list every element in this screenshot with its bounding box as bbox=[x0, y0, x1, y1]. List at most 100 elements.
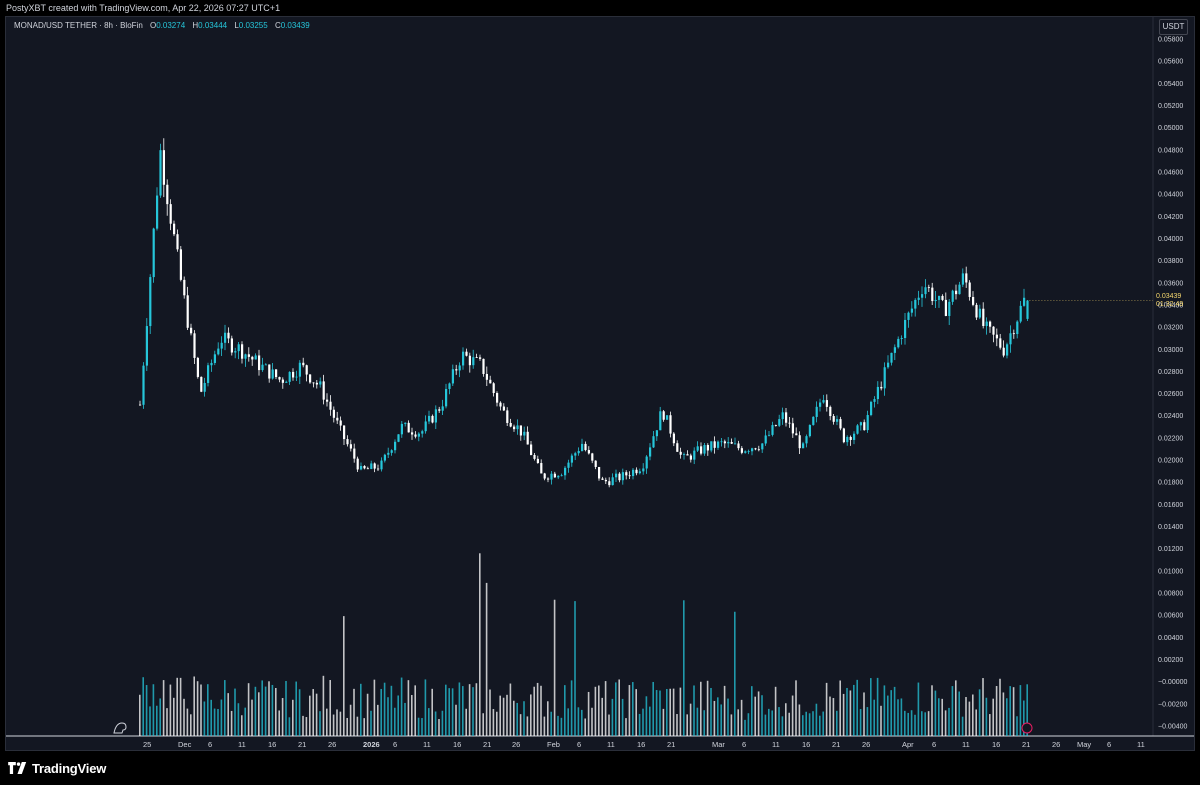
candle-body bbox=[173, 223, 176, 235]
candle-body bbox=[509, 422, 512, 427]
candle-body bbox=[326, 399, 329, 402]
low-label: L bbox=[234, 21, 239, 30]
volume-bar bbox=[309, 695, 311, 736]
candle-body bbox=[679, 451, 682, 455]
candle-body bbox=[689, 455, 692, 460]
candle-body bbox=[910, 308, 913, 313]
volume-bar bbox=[516, 702, 518, 736]
time-tick-label: 21 bbox=[1022, 740, 1030, 749]
volume-bar bbox=[876, 677, 879, 736]
volume-bar bbox=[139, 694, 141, 736]
chart-pane[interactable]: MONAD/USD TETHER · 8h · BloFin O0.03274 … bbox=[5, 16, 1195, 751]
volume-bar bbox=[812, 711, 814, 736]
candle-body bbox=[411, 432, 414, 435]
volume-bar bbox=[227, 693, 229, 736]
volume-bar bbox=[693, 685, 695, 736]
candle-body bbox=[914, 299, 917, 309]
time-tick-label: 11 bbox=[1137, 740, 1145, 749]
candle-body bbox=[944, 299, 947, 316]
time-tick-label: May bbox=[1077, 740, 1091, 749]
volume-bar bbox=[961, 716, 964, 736]
candle-body bbox=[332, 409, 335, 418]
candle-body bbox=[526, 431, 529, 445]
candle-body bbox=[1006, 344, 1009, 356]
candle-body bbox=[645, 456, 648, 469]
volume-bar bbox=[190, 714, 192, 736]
volume-bar bbox=[744, 719, 746, 736]
candle-body bbox=[343, 425, 346, 440]
candle-body bbox=[584, 443, 587, 451]
candle-body bbox=[560, 475, 563, 477]
bar-replay-icon[interactable] bbox=[113, 722, 127, 734]
candle-body bbox=[292, 371, 295, 378]
volume-bar bbox=[156, 705, 158, 736]
volume-bar bbox=[635, 689, 637, 736]
price-tick-label: 0.04800 bbox=[1158, 147, 1183, 154]
volume-bar bbox=[434, 711, 437, 736]
volume-bar bbox=[785, 703, 787, 736]
candle-body bbox=[312, 382, 315, 384]
volume-bar bbox=[1009, 686, 1011, 736]
candle-body bbox=[710, 441, 713, 451]
volume-bar bbox=[557, 715, 559, 736]
candle-body bbox=[594, 460, 597, 467]
candle-body bbox=[774, 425, 777, 426]
candle-body bbox=[720, 441, 723, 443]
candle-body bbox=[380, 460, 383, 470]
candle-body bbox=[819, 402, 822, 407]
volume-bar bbox=[706, 680, 709, 736]
candle-body bbox=[489, 379, 492, 384]
tradingview-logo[interactable]: TradingView bbox=[8, 760, 106, 776]
volume-bar bbox=[343, 616, 345, 736]
candle-body bbox=[475, 357, 478, 359]
volume-bar bbox=[479, 553, 481, 736]
volume-bar bbox=[254, 686, 257, 736]
candle-body bbox=[322, 381, 325, 400]
candle-body bbox=[227, 332, 230, 339]
volume-bar bbox=[887, 695, 889, 736]
volume-bar bbox=[1026, 684, 1028, 736]
volume-bar bbox=[655, 690, 658, 736]
volume-bar bbox=[781, 716, 784, 736]
volume-bar bbox=[778, 707, 780, 736]
candle-body bbox=[740, 448, 743, 453]
volume-bar bbox=[152, 684, 155, 736]
volume-bar bbox=[740, 699, 743, 736]
volume-bar bbox=[995, 686, 998, 736]
symbol-title[interactable]: MONAD/USD TETHER · 8h · BloFin bbox=[14, 21, 143, 30]
candle-body bbox=[190, 327, 193, 334]
volume-bar bbox=[217, 708, 219, 736]
volume-bar bbox=[859, 709, 862, 736]
volume-bar bbox=[615, 682, 617, 736]
candle-body bbox=[931, 287, 934, 302]
volume-bar bbox=[383, 682, 386, 736]
volume-bar bbox=[999, 678, 1001, 736]
candle-body bbox=[893, 347, 896, 353]
volume-bar bbox=[904, 710, 906, 736]
volume-bar bbox=[543, 716, 546, 736]
candle-body bbox=[455, 369, 458, 371]
price-tick-label: 0.03000 bbox=[1158, 347, 1183, 354]
candle-body bbox=[247, 354, 250, 357]
volume-bar bbox=[584, 718, 586, 736]
candle-body bbox=[703, 445, 706, 454]
candle-body bbox=[543, 473, 546, 479]
volume-bar bbox=[213, 708, 216, 736]
volume-bar bbox=[795, 680, 797, 736]
candlestick-chart[interactable]: 0.05800 0.05600 0.05400 0.05200 0.05000 0.048… bbox=[6, 17, 1194, 750]
time-tick-label: 6 bbox=[742, 740, 746, 749]
candle-body bbox=[169, 204, 172, 224]
currency-badge[interactable]: USDT bbox=[1159, 19, 1188, 35]
candle-body bbox=[387, 452, 390, 455]
volume-bar bbox=[730, 714, 733, 736]
volume-bar bbox=[244, 707, 246, 736]
goto-realtime-icon[interactable] bbox=[1021, 722, 1033, 734]
candle-body bbox=[315, 382, 318, 385]
volume-bar bbox=[196, 681, 199, 736]
volume-bar bbox=[880, 705, 882, 736]
time-tick-label: 21 bbox=[483, 740, 491, 749]
volume-bar bbox=[438, 719, 440, 736]
volume-bar bbox=[547, 701, 549, 736]
volume-bar bbox=[356, 716, 359, 736]
volume-bar bbox=[319, 711, 321, 736]
